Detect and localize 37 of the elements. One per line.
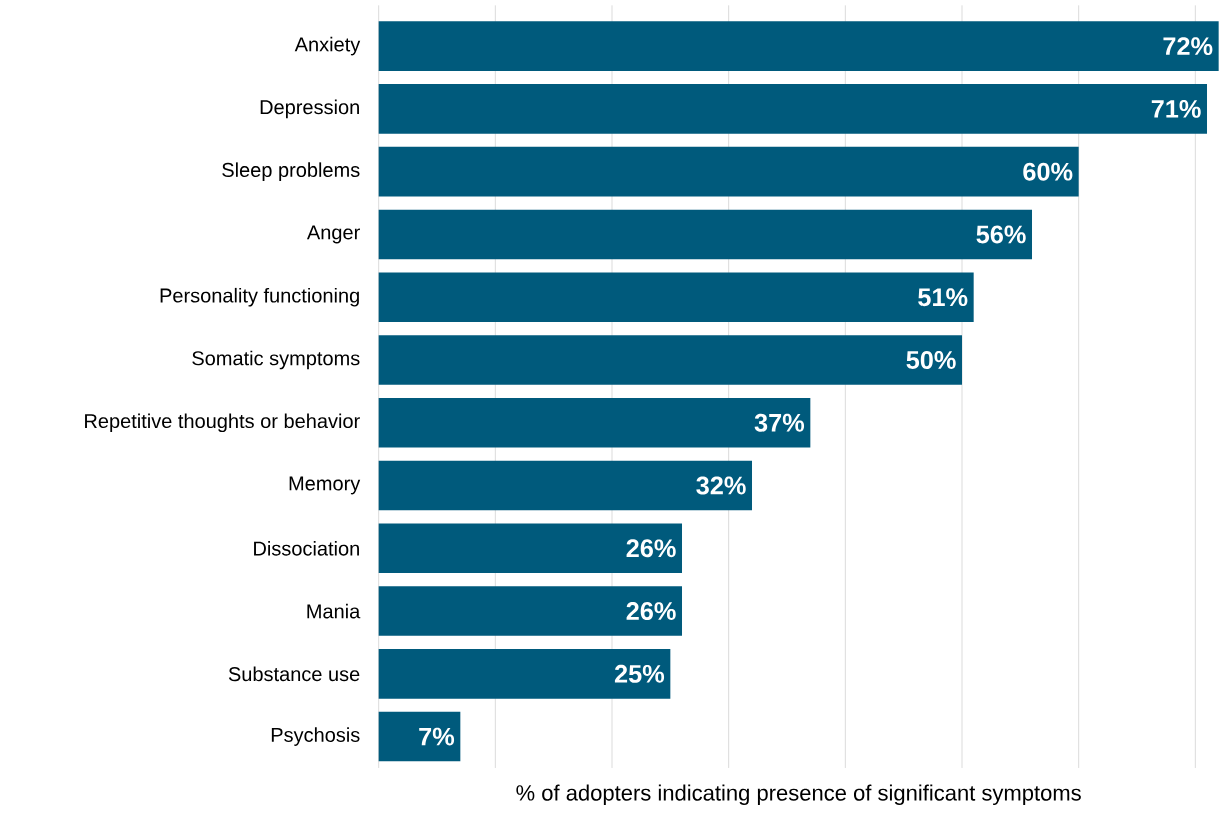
bar bbox=[378, 711, 461, 762]
bar bbox=[378, 21, 1219, 71]
y-tick-label: Mania bbox=[307, 603, 361, 619]
data-label: 72% bbox=[1163, 37, 1213, 56]
bar bbox=[378, 272, 974, 323]
data-label: 25% bbox=[614, 664, 665, 683]
data-label: 60% bbox=[1023, 162, 1073, 181]
data-label: 51% bbox=[918, 288, 968, 307]
x-axis-title: % of adopters indicating presence of significant symptoms bbox=[516, 784, 1081, 806]
bar bbox=[378, 460, 753, 511]
y-tick-label: Memory bbox=[289, 476, 361, 495]
data-label: 37% bbox=[754, 413, 805, 432]
y-tick-label: Dissociation bbox=[254, 540, 359, 556]
y-tick-label: Anger bbox=[306, 225, 360, 244]
bar bbox=[378, 649, 671, 699]
y-tick-label: Anxiety bbox=[294, 36, 361, 56]
data-label: 71% bbox=[1151, 99, 1201, 118]
bar bbox=[378, 397, 811, 448]
data-label: 7% bbox=[419, 727, 455, 746]
y-tick-label: Personality functioning bbox=[160, 287, 359, 307]
data-label: 32% bbox=[696, 476, 746, 495]
bar bbox=[378, 209, 1033, 260]
y-tick-label: Depression bbox=[260, 99, 359, 119]
y-tick-label: Somatic symptoms bbox=[192, 350, 360, 370]
data-label: 50% bbox=[906, 351, 956, 369]
y-tick-label: Substance use bbox=[228, 666, 360, 682]
data-label: 56% bbox=[976, 225, 1026, 244]
y-tick-label: Sleep problems bbox=[222, 162, 360, 181]
y-tick-label: Psychosis bbox=[271, 727, 360, 746]
bar bbox=[378, 146, 1079, 197]
data-label: 26% bbox=[626, 602, 676, 621]
data-label: 26% bbox=[626, 539, 676, 558]
bar bbox=[378, 523, 683, 574]
bar bbox=[378, 84, 1208, 134]
y-tick-label: Repetitive thoughts or behavior bbox=[85, 413, 360, 433]
bar bbox=[378, 586, 683, 636]
bar bbox=[378, 335, 963, 385]
